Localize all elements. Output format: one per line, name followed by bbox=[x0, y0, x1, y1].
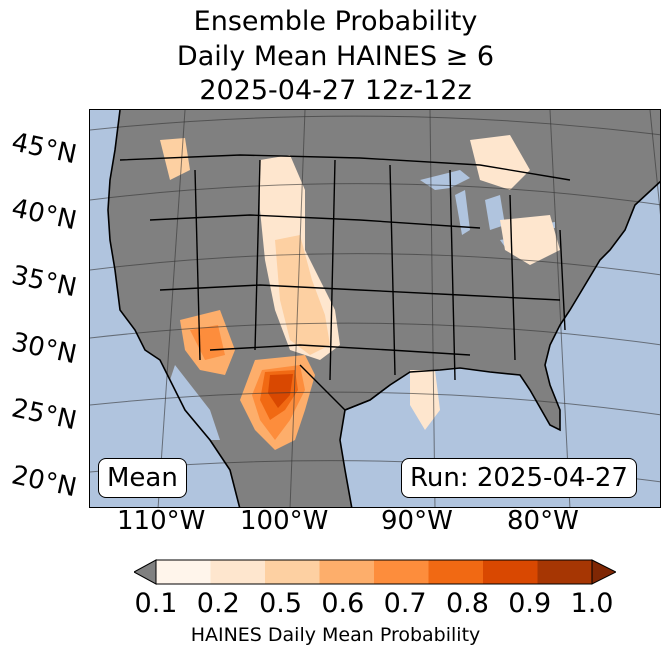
colorbar-tick-label: 0.7 bbox=[383, 588, 427, 619]
colorbar-tick-label: 1.0 bbox=[570, 588, 614, 619]
lat-label-35: 35°N bbox=[8, 260, 80, 304]
lat-label-30: 30°N bbox=[8, 327, 80, 371]
coastlines bbox=[107, 110, 660, 507]
colorbar-cell bbox=[537, 560, 592, 584]
colorbar-cell bbox=[428, 560, 483, 584]
lat-label-20: 20°N bbox=[8, 460, 80, 504]
colorbar-label: HAINES Daily Mean Probability bbox=[190, 624, 481, 646]
title-line-3: 2025-04-27 12z-12z bbox=[199, 75, 472, 106]
colorbar bbox=[134, 559, 616, 585]
colorbar-tick-label: 0.1 bbox=[134, 588, 178, 619]
title-line-2: Daily Mean HAINES ≥ 6 bbox=[176, 41, 495, 72]
colorbar-under-arrow bbox=[134, 559, 157, 585]
title-line-1: Ensemble Probability bbox=[193, 6, 478, 37]
colorbar-cell bbox=[483, 560, 538, 584]
colorbar-cell bbox=[374, 560, 429, 584]
colorbar-frame bbox=[155, 559, 593, 585]
mean-label: Mean bbox=[98, 458, 187, 498]
map-canvas bbox=[90, 110, 660, 507]
colorbar-tick-label: 0.6 bbox=[321, 588, 365, 619]
land-mass bbox=[90, 110, 660, 507]
lon-label-100: 100°W bbox=[240, 506, 329, 536]
lat-label-45: 45°N bbox=[8, 127, 80, 171]
lon-label-90: 90°W bbox=[381, 506, 453, 536]
lon-label-110: 110°W bbox=[117, 506, 206, 536]
lon-label-80: 80°W bbox=[507, 506, 579, 536]
lat-label-25: 25°N bbox=[8, 393, 80, 437]
colorbar-cell bbox=[210, 560, 265, 584]
colorbar-cell bbox=[265, 560, 320, 584]
colorbar-tick-label: 0.2 bbox=[196, 588, 240, 619]
colorbar-tick-label: 0.5 bbox=[259, 588, 303, 619]
colorbar-cell bbox=[319, 560, 374, 584]
colorbar-over-arrow bbox=[591, 559, 616, 585]
colorbar-tick-label: 0.8 bbox=[445, 588, 489, 619]
run-date-label: Run: 2025-04-27 bbox=[401, 458, 637, 498]
lat-label-40: 40°N bbox=[8, 193, 80, 237]
great-lakes bbox=[420, 170, 555, 247]
probability-map bbox=[89, 109, 661, 508]
colorbar-tick-label: 0.9 bbox=[508, 588, 552, 619]
colorbar-cell bbox=[156, 560, 211, 584]
colorbar-cells bbox=[156, 560, 592, 584]
gulf-of-california bbox=[170, 365, 220, 440]
